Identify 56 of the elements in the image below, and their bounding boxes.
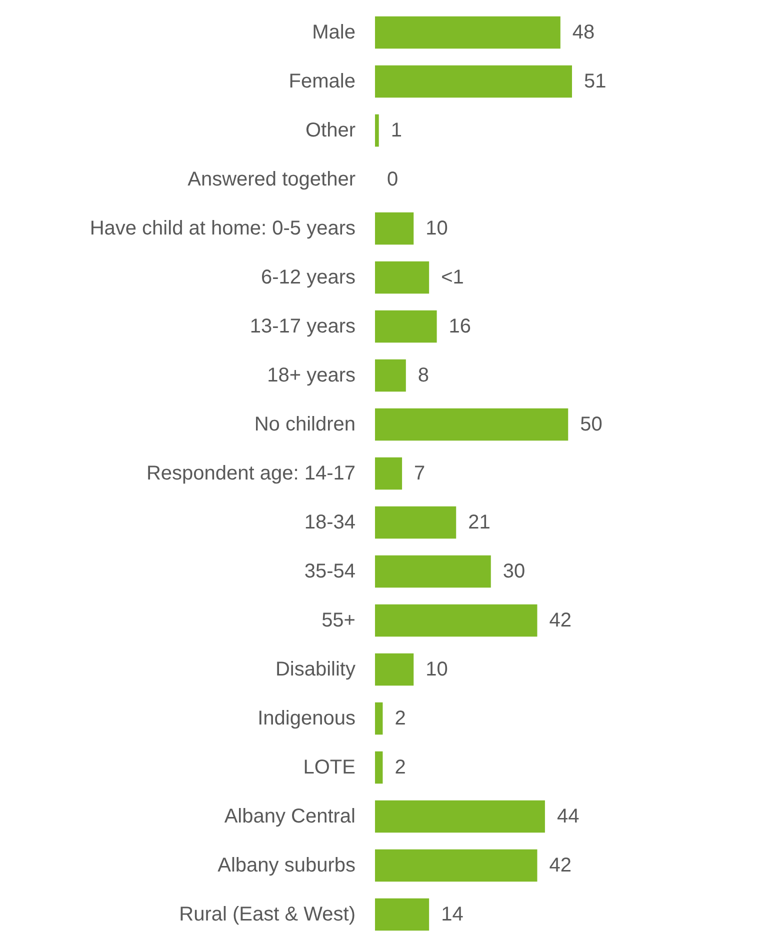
bar (375, 16, 560, 49)
data-label: 42 (549, 854, 572, 876)
data-label: 16 (448, 316, 472, 338)
bar (375, 408, 568, 441)
bar (375, 653, 414, 686)
bar (375, 310, 437, 343)
data-label: 2 (394, 756, 406, 778)
data-label: 10 (426, 218, 448, 240)
data-label: 7 (414, 462, 426, 484)
bar (375, 114, 379, 147)
y-tick-label: 35-54 (304, 560, 356, 582)
y-tick-label: Disability (275, 658, 356, 680)
y-tick-label: 13-17 years (250, 316, 356, 338)
y-tick-label: LOTE (303, 756, 356, 778)
y-tick-label: Respondent age: 14-17 (146, 462, 356, 484)
y-tick-label: 6-12 years (261, 266, 356, 288)
data-label: 30 (502, 560, 526, 582)
data-label: <1 (441, 266, 464, 288)
bar (375, 212, 414, 245)
bar (375, 457, 402, 490)
y-tick-label: 18-34 (304, 512, 356, 534)
y-tick-label: Rural (East & West) (179, 904, 356, 926)
y-tick-label: Other (305, 120, 356, 142)
data-label: 50 (580, 414, 602, 436)
data-label: 14 (441, 904, 464, 926)
y-tick-label: Have child at home: 0-5 years (90, 218, 356, 240)
bar (375, 800, 545, 833)
y-tick-label: No children (254, 414, 356, 436)
data-label: 44 (556, 806, 580, 828)
y-tick-label: Male (312, 22, 356, 44)
data-label: 21 (468, 512, 490, 534)
bar (375, 604, 538, 637)
data-label: 10 (426, 658, 448, 680)
bar (375, 751, 383, 784)
data-label: 48 (572, 22, 595, 44)
bar (375, 359, 406, 392)
bar (375, 898, 430, 931)
data-label: 42 (549, 610, 572, 632)
data-label: 0 (387, 168, 398, 190)
data-label: 8 (418, 364, 430, 386)
y-tick-label: 18+ years (267, 364, 356, 386)
y-tick-label: Indigenous (258, 708, 356, 730)
data-label: 1 (390, 120, 402, 142)
data-label: 2 (394, 708, 406, 730)
bar (375, 506, 456, 539)
y-tick-label: 55+ (322, 610, 356, 632)
y-tick-label: Albany suburbs (218, 854, 356, 876)
bar (375, 261, 430, 294)
bar (375, 849, 538, 882)
y-tick-label: Albany Central (224, 806, 356, 828)
y-tick-label: Answered together (188, 168, 356, 190)
bar (375, 65, 572, 98)
y-tick-label: Female (288, 70, 356, 92)
bar (375, 702, 383, 735)
data-label: 51 (584, 70, 606, 92)
bar (375, 555, 491, 588)
